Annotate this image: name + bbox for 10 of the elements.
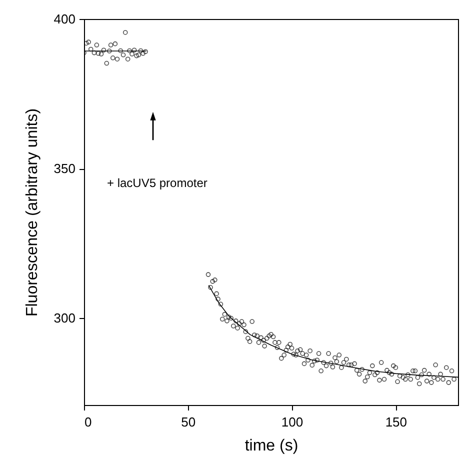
x-tick-label: 50 <box>181 414 196 430</box>
y-tick-label: 300 <box>54 310 76 326</box>
y-tick-label: 350 <box>54 161 76 176</box>
y-tick-label: 400 <box>54 12 76 26</box>
x-tick-label: 150 <box>385 414 408 430</box>
x-tick-label: 100 <box>281 414 304 430</box>
x-axis-title: time (s) <box>244 438 298 454</box>
y-axis-title: Fluorescence (arbitrary units) <box>24 108 41 317</box>
x-tick-label: 0 <box>84 414 92 430</box>
annotation: + lacUV5 promoter <box>107 176 208 190</box>
